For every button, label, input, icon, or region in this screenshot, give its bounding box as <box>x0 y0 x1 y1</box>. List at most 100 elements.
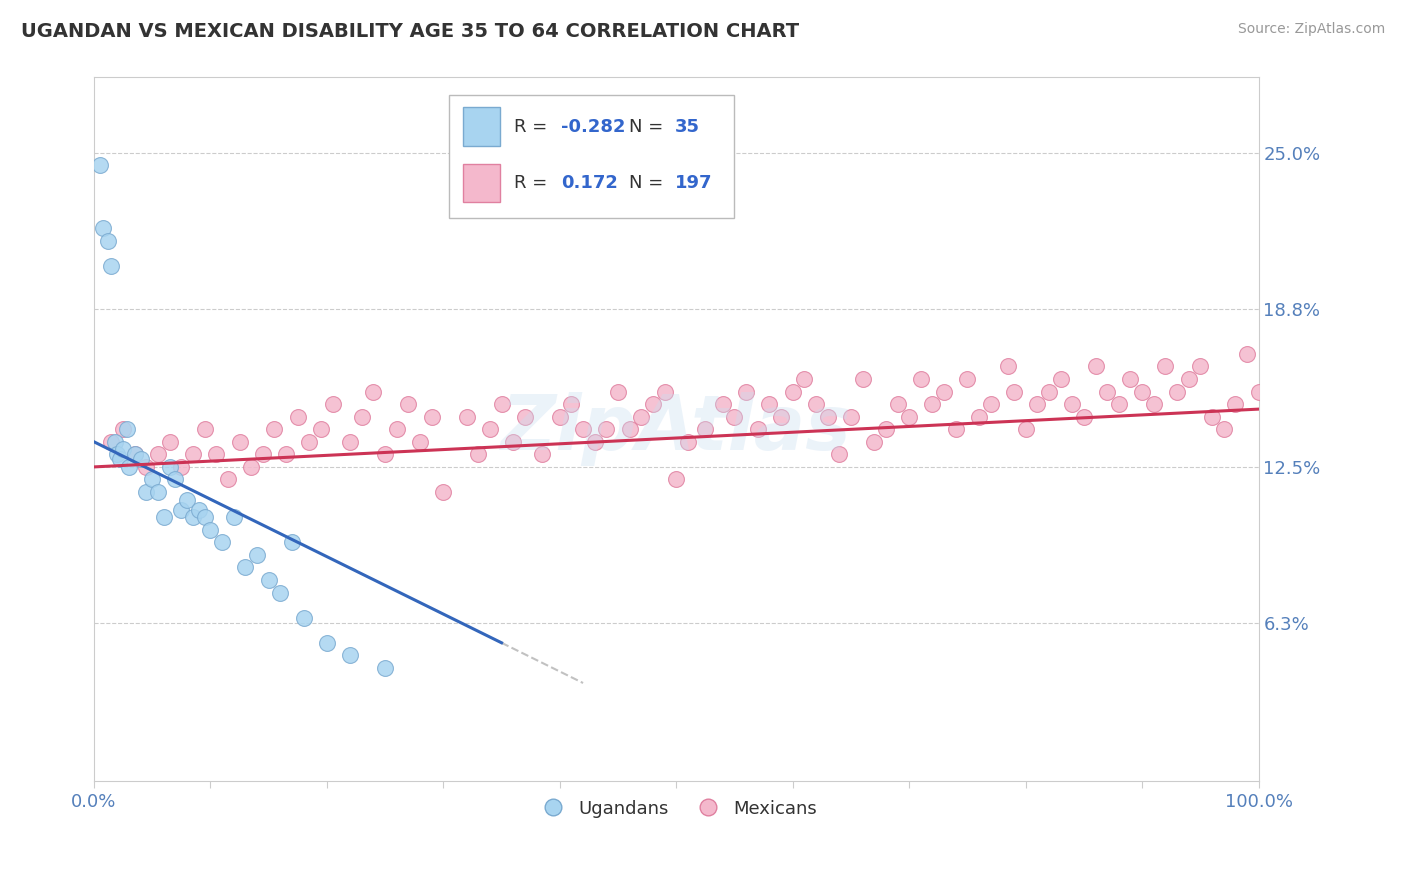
Point <box>1177 372 1199 386</box>
Point <box>252 447 274 461</box>
Text: 197: 197 <box>675 174 713 192</box>
Point <box>97 234 120 248</box>
Point <box>281 535 304 549</box>
Point <box>898 409 921 424</box>
Point <box>1084 359 1107 374</box>
Text: N =: N = <box>628 174 668 192</box>
Point <box>1073 409 1095 424</box>
Point <box>513 409 536 424</box>
Point <box>997 359 1019 374</box>
Text: N =: N = <box>628 118 668 136</box>
Point <box>100 434 122 449</box>
Point <box>491 397 513 411</box>
Point <box>1130 384 1153 399</box>
Point <box>607 384 630 399</box>
Point <box>153 510 176 524</box>
Point <box>176 492 198 507</box>
Point <box>921 397 943 411</box>
Point <box>910 372 932 386</box>
Point <box>956 372 979 386</box>
Point <box>159 459 181 474</box>
Point <box>181 447 204 461</box>
Point <box>804 397 827 411</box>
Point <box>1038 384 1060 399</box>
Text: R =: R = <box>515 174 554 192</box>
Point <box>217 473 239 487</box>
Point <box>770 409 793 424</box>
Point <box>793 372 815 386</box>
Point <box>170 459 193 474</box>
Point <box>257 573 280 587</box>
Point <box>1225 397 1247 411</box>
Point <box>1189 359 1212 374</box>
Point <box>531 447 554 461</box>
Point <box>478 422 501 436</box>
Legend: Ugandans, Mexicans: Ugandans, Mexicans <box>527 792 825 825</box>
Point <box>456 409 478 424</box>
Point <box>1062 397 1084 411</box>
Point <box>583 434 606 449</box>
Point <box>105 447 128 461</box>
Point <box>886 397 908 411</box>
Point <box>135 485 157 500</box>
Point <box>641 397 664 411</box>
Point <box>240 459 263 474</box>
Point <box>165 473 187 487</box>
Point <box>1014 422 1036 436</box>
Point <box>396 397 419 411</box>
Point <box>211 535 233 549</box>
Point <box>222 510 245 524</box>
Point <box>108 452 131 467</box>
Point <box>100 259 122 273</box>
Point <box>1201 409 1223 424</box>
Point <box>502 434 524 449</box>
Point <box>274 447 297 461</box>
Point <box>298 434 321 449</box>
Point <box>665 473 688 487</box>
Point <box>723 409 745 424</box>
Point <box>193 422 215 436</box>
Point <box>104 434 127 449</box>
Point <box>146 447 169 461</box>
Point <box>747 422 769 436</box>
Point <box>200 523 222 537</box>
Point <box>91 221 114 235</box>
Point <box>141 473 163 487</box>
Point <box>695 422 717 436</box>
Point <box>852 372 875 386</box>
Point <box>1247 384 1270 399</box>
Point <box>432 485 454 500</box>
Point <box>129 452 152 467</box>
Text: UGANDAN VS MEXICAN DISABILITY AGE 35 TO 64 CORRELATION CHART: UGANDAN VS MEXICAN DISABILITY AGE 35 TO … <box>21 22 799 41</box>
Point <box>1154 359 1177 374</box>
Point <box>934 384 956 399</box>
Point <box>630 409 652 424</box>
Point <box>292 610 315 624</box>
FancyBboxPatch shape <box>463 163 501 202</box>
Point <box>1143 397 1166 411</box>
Text: -0.282: -0.282 <box>561 118 626 136</box>
Point <box>159 434 181 449</box>
Point <box>124 447 146 461</box>
Point <box>595 422 617 436</box>
Point <box>246 548 269 562</box>
Point <box>170 502 193 516</box>
Point <box>839 409 862 424</box>
Point <box>374 661 396 675</box>
Point <box>420 409 443 424</box>
Point <box>1236 347 1258 361</box>
Point <box>315 636 337 650</box>
Point <box>385 422 408 436</box>
Point <box>124 447 146 461</box>
Point <box>711 397 734 411</box>
Point <box>817 409 839 424</box>
FancyBboxPatch shape <box>449 95 734 219</box>
Point <box>112 442 135 457</box>
Point <box>205 447 228 461</box>
Point <box>363 384 385 399</box>
Point <box>89 158 111 172</box>
Point <box>654 384 676 399</box>
Point <box>1119 372 1142 386</box>
Point <box>287 409 309 424</box>
Point <box>735 384 758 399</box>
